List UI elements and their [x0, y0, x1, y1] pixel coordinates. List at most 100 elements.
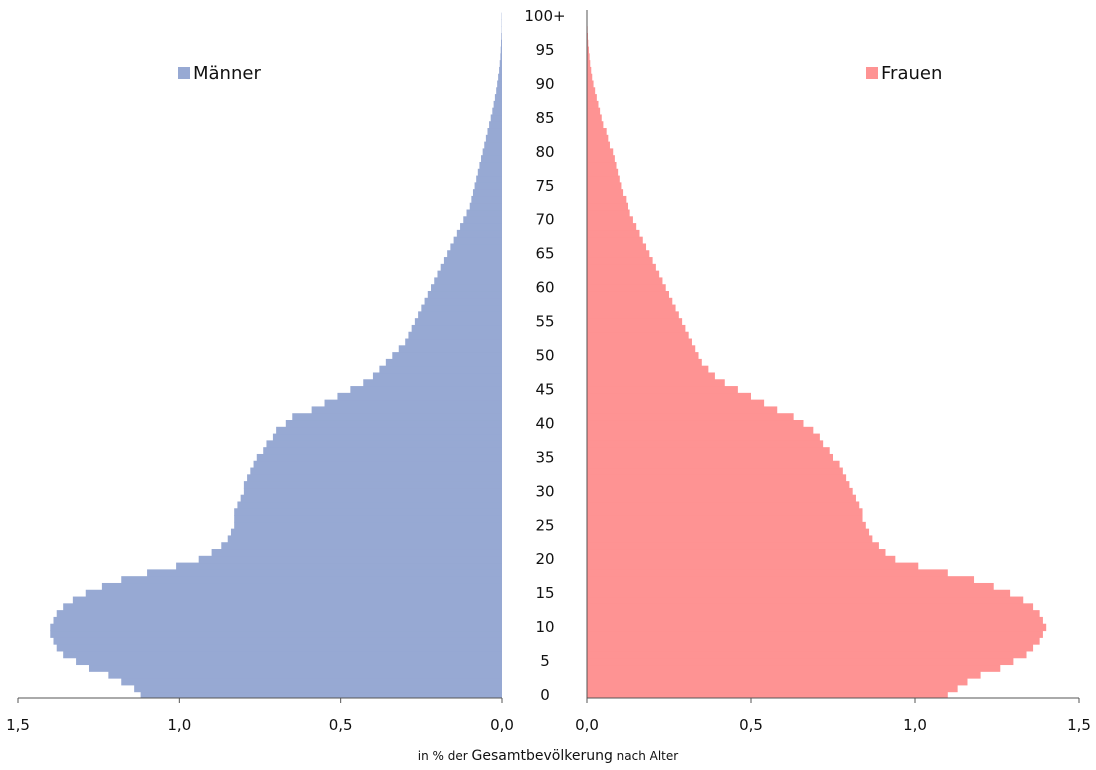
male-bar-age-88: [494, 94, 502, 102]
x-axis-label-part-3: nach Alter: [612, 749, 679, 763]
age-label: 50: [535, 347, 554, 365]
left-tick-label: 1,5: [6, 716, 30, 734]
male-bar-age-28: [237, 501, 502, 509]
male-bar-age-81: [484, 141, 502, 149]
male-bar-age-44: [337, 392, 502, 401]
female-bar-age-62: [587, 270, 660, 279]
female-bars: [587, 12, 1047, 698]
female-bar-age-88: [587, 94, 597, 102]
female-bar-age-69: [587, 223, 637, 231]
female-bar-age-52: [587, 338, 692, 346]
male-bar-age-78: [479, 161, 502, 170]
male-bar-age-46: [363, 379, 502, 387]
male-bar-age-1: [134, 684, 502, 693]
male-bar-age-50: [392, 352, 502, 360]
female-bar-age-93: [587, 60, 591, 68]
male-bars: [50, 12, 503, 698]
female-bar-age-17: [587, 576, 975, 584]
female-bar-age-1: [587, 684, 958, 693]
male-bar-age-82: [485, 134, 502, 143]
male-bar-age-0: [140, 691, 503, 698]
age-label: 60: [535, 279, 554, 297]
male-bar-age-20: [198, 555, 502, 564]
female-bar-age-81: [587, 141, 610, 149]
female-bar-age-44: [587, 392, 751, 401]
male-bar-age-63: [440, 263, 502, 272]
male-bar-age-54: [411, 324, 502, 333]
male-bar-age-97: [501, 32, 502, 41]
male-bar-age-65: [447, 250, 502, 258]
female-bar-age-12: [587, 610, 1040, 618]
female-bar-age-58: [587, 297, 673, 306]
female-bar-age-74: [587, 189, 624, 197]
female-bar-age-10: [587, 623, 1047, 632]
female-bar-age-8: [587, 637, 1040, 645]
female-bar-age-71: [587, 209, 630, 217]
age-label: 30: [535, 482, 554, 500]
female-bar-age-6: [587, 650, 1027, 659]
female-bar-age-41: [587, 413, 794, 421]
male-bar-age-39: [276, 426, 502, 435]
male-bar-age-45: [350, 386, 502, 394]
female-bar-age-83: [587, 128, 607, 136]
male-bar-age-15: [85, 589, 502, 598]
female-bar-age-14: [587, 596, 1024, 604]
male-bar-age-48: [379, 365, 502, 374]
male-bar-age-23: [227, 535, 503, 543]
male-bar-age-5: [76, 657, 502, 666]
female-bar-age-89: [587, 87, 596, 95]
female-bar-age-7: [587, 644, 1034, 652]
female-bar-age-91: [587, 73, 593, 82]
male-bar-age-49: [385, 358, 502, 367]
male-bar-age-31: [243, 481, 502, 489]
male-bar-age-8: [53, 637, 503, 645]
male-bar-age-90: [497, 80, 502, 88]
male-bar-age-9: [50, 630, 503, 638]
female-bar-age-11: [587, 616, 1043, 625]
legend-label-maenner: Männer: [193, 63, 261, 84]
x-axis-label-part-2: Gesamtbevölkerung: [471, 748, 613, 764]
male-bar-age-69: [460, 223, 502, 231]
female-bar-age-32: [587, 474, 847, 482]
female-bar-age-15: [587, 589, 1011, 598]
male-bar-age-55: [414, 318, 502, 326]
male-bar-age-91: [498, 73, 502, 82]
female-bar-age-46: [587, 379, 725, 387]
female-bar-age-43: [587, 399, 765, 408]
male-bar-age-61: [434, 277, 502, 285]
age-label: 25: [535, 516, 554, 534]
female-bar-age-9: [587, 630, 1043, 638]
female-bar-age-77: [587, 168, 619, 177]
male-bar-age-12: [56, 610, 502, 618]
axes: [17, 10, 1080, 703]
age-label: 0: [540, 686, 550, 704]
female-bar-age-70: [587, 216, 633, 224]
female-bar-age-85: [587, 114, 602, 122]
female-bar-age-86: [587, 107, 601, 116]
male-bar-age-68: [456, 229, 502, 238]
male-bar-age-59: [427, 291, 502, 299]
female-bar-age-95: [587, 46, 589, 54]
female-bar-age-27: [587, 508, 863, 516]
male-bar-age-19: [176, 562, 503, 570]
female-bar-age-56: [587, 311, 679, 319]
age-label: 35: [535, 448, 554, 466]
female-bar-age-53: [587, 331, 689, 340]
male-bar-age-18: [147, 569, 502, 577]
legend: Männer Frauen: [178, 63, 942, 84]
female-bar-age-35: [587, 453, 833, 462]
male-bar-age-43: [324, 399, 502, 408]
female-bar-age-96: [587, 39, 589, 48]
age-label: 65: [535, 245, 554, 263]
male-bar-age-30: [243, 487, 502, 496]
male-bar-age-24: [230, 528, 502, 537]
male-bar-age-21: [211, 549, 502, 557]
female-bar-age-73: [587, 195, 627, 204]
male-bar-age-37: [266, 440, 502, 448]
female-bar-age-78: [587, 161, 617, 170]
female-bar-age-39: [587, 426, 814, 435]
female-bar-age-21: [587, 549, 886, 557]
male-bar-age-29: [240, 494, 502, 503]
male-bar-age-77: [477, 168, 502, 177]
female-bar-age-82: [587, 134, 609, 143]
